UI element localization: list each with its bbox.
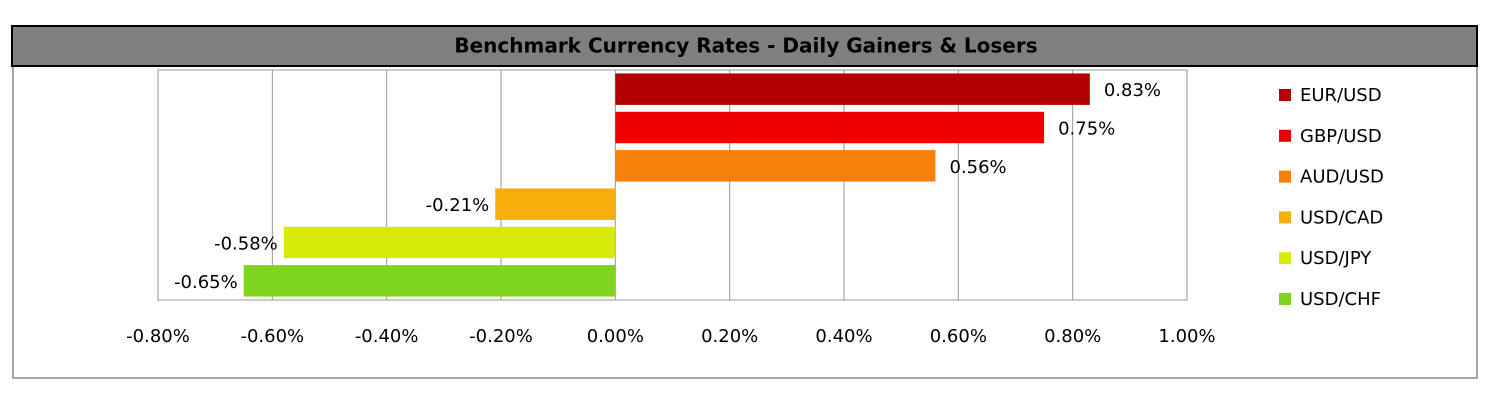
x-tick-label: 0.20% — [701, 326, 758, 347]
value-label: -0.65% — [174, 272, 238, 293]
bar — [615, 111, 1045, 144]
value-label: 0.75% — [1058, 119, 1115, 140]
legend-label: EUR/USD — [1300, 85, 1382, 106]
x-tick-label: 1.00% — [1158, 326, 1215, 347]
x-tick-label: -0.80% — [126, 326, 190, 347]
legend-label: USD/CHF — [1300, 289, 1381, 310]
legend-label: AUD/USD — [1300, 167, 1384, 188]
value-label: -0.21% — [426, 195, 490, 216]
legend-swatch — [1279, 293, 1291, 305]
x-tick-label: -0.60% — [240, 326, 304, 347]
legend-swatch — [1279, 89, 1291, 101]
legend-label: USD/JPY — [1300, 248, 1372, 269]
bar — [615, 150, 936, 182]
x-tick-label: 0.60% — [930, 326, 987, 347]
legend-swatch — [1279, 129, 1291, 142]
x-tick-label: 0.40% — [815, 326, 872, 347]
legend-swatch — [1279, 211, 1291, 224]
bar — [495, 188, 616, 220]
chart-title: Benchmark Currency Rates - Daily Gainers… — [454, 34, 1037, 58]
value-label: -0.58% — [214, 234, 278, 255]
legend-swatch — [1279, 252, 1291, 265]
bar — [615, 73, 1090, 105]
title-bar — [11, 25, 1478, 67]
x-tick-label: 0.00% — [587, 326, 644, 347]
x-tick-label: -0.20% — [469, 326, 533, 347]
legend-swatch — [1279, 170, 1291, 183]
bar — [243, 265, 616, 297]
bar — [283, 226, 616, 259]
legend-label: USD/CAD — [1300, 207, 1383, 228]
x-tick-label: -0.40% — [355, 326, 419, 347]
x-tick-label: 0.80% — [1044, 326, 1101, 347]
value-label: 0.56% — [949, 157, 1006, 178]
value-label: 0.83% — [1104, 80, 1161, 101]
legend-label: GBP/USD — [1300, 126, 1382, 147]
